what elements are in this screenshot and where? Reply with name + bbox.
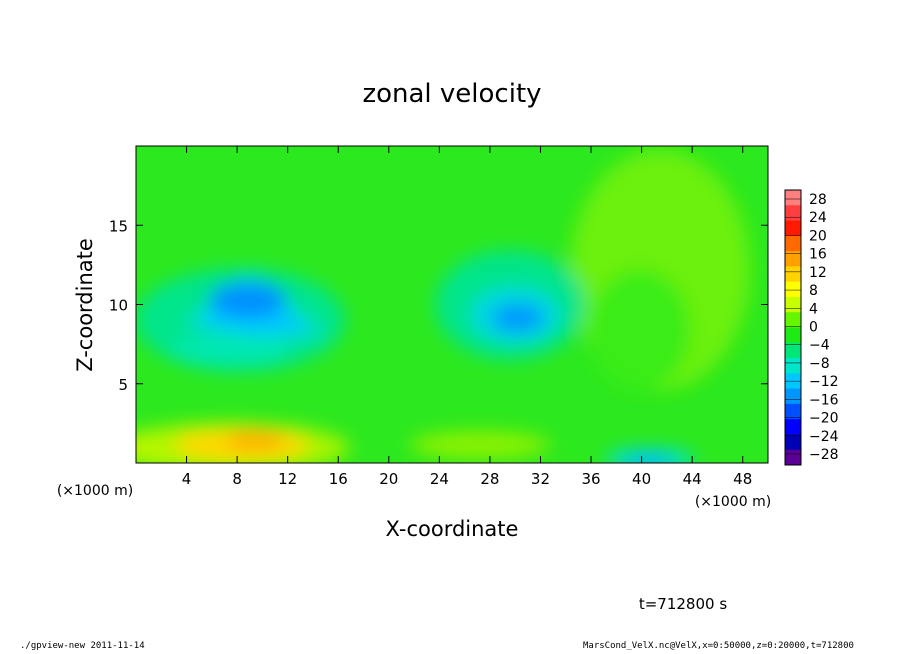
colorbar-swatch xyxy=(785,419,801,435)
colorbar-swatch xyxy=(785,327,801,344)
x-tick-label: 28 xyxy=(480,470,499,488)
colorbar-label: 16 xyxy=(809,247,827,263)
x-tick-label: 40 xyxy=(632,470,651,488)
field-pos-core xyxy=(225,431,285,449)
x-tick-label: 32 xyxy=(531,470,550,488)
colorbar-swatch xyxy=(785,266,801,283)
y-tick-label: 10 xyxy=(109,297,128,315)
colorbar-swatch xyxy=(785,235,801,252)
x-tick-label: 4 xyxy=(182,470,192,488)
colorbar-label: −28 xyxy=(809,447,839,463)
colorbar-swatch xyxy=(785,358,801,374)
x-tick-label: 24 xyxy=(430,470,449,488)
x-axis: 4 8 12 16 20 24 28 32 36 40 44 48 xyxy=(182,146,752,488)
colorbar: 28 24 20 16 12 8 4 0 −4 −8 −12 −16 −20 −24 −28 xyxy=(784,189,839,466)
colorbar-swatch xyxy=(785,403,801,420)
chart-title: zonal velocity xyxy=(362,79,541,109)
x-tick-label: 44 xyxy=(683,470,702,488)
colorbar-swatch xyxy=(785,205,801,222)
colorbar-swatch xyxy=(785,342,801,359)
colorbar-label: −20 xyxy=(809,411,839,427)
colorbar-label: 0 xyxy=(809,320,818,336)
x-tick-label: 12 xyxy=(278,470,297,488)
colorbar-label: 24 xyxy=(809,210,827,226)
heatmap-field xyxy=(136,146,768,463)
x-tick-label: 8 xyxy=(232,470,242,488)
colorbar-label: 28 xyxy=(809,192,827,208)
x-tick-label: 20 xyxy=(379,470,398,488)
colorbar-label: 8 xyxy=(809,283,818,299)
colorbar-swatch xyxy=(785,434,801,451)
y-tick-label: 15 xyxy=(109,217,128,235)
colorbar-label: −16 xyxy=(809,392,839,408)
colorbar-label: −8 xyxy=(809,356,830,372)
field-neg-core-left xyxy=(210,282,286,318)
y-tick-label: 5 xyxy=(118,376,128,394)
time-label: t=712800 s xyxy=(639,595,727,613)
colorbar-label: 12 xyxy=(809,265,827,281)
colorbar-frame xyxy=(784,189,802,466)
colorbar-swatch xyxy=(785,388,801,405)
colorbar-swatch xyxy=(785,281,801,298)
x-tick-label: 16 xyxy=(329,470,348,488)
colorbar-label: −24 xyxy=(809,429,839,445)
x-unit-right: (×1000 m) xyxy=(695,494,771,510)
colorbar-swatch xyxy=(785,251,801,267)
y-axis-label: Z-coordinate xyxy=(73,238,97,372)
field-neg-core-right xyxy=(492,304,544,332)
y-axis: 5 10 15 xyxy=(109,217,768,394)
x-tick-label: 48 xyxy=(733,470,752,488)
x-unit-left: (×1000 m) xyxy=(57,483,133,499)
colorbar-label: −12 xyxy=(809,374,839,390)
colorbar-swatch xyxy=(785,296,801,313)
x-axis-label: X-coordinate xyxy=(386,517,519,541)
footer-left: ./gpview-new 2011-11-14 xyxy=(20,641,145,651)
colorbar-label: −4 xyxy=(809,338,830,354)
colorbar-swatch xyxy=(785,312,801,328)
colorbar-label: 20 xyxy=(809,228,827,244)
x-tick-label: 36 xyxy=(581,470,600,488)
footer-right: MarsCond_VelX.nc@VelX,x=0:50000,z=0:2000… xyxy=(583,641,854,651)
colorbar-swatch xyxy=(785,449,801,466)
colorbar-swatch xyxy=(785,220,801,237)
colorbar-swatch xyxy=(785,190,801,206)
colorbar-label: 4 xyxy=(809,301,818,317)
